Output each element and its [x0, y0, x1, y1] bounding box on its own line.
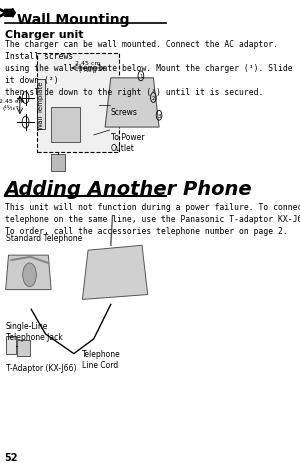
Text: This unit will not function during a power failure. To connect a standard
teleph: This unit will not function during a pow…: [4, 202, 300, 235]
FancyArrow shape: [4, 9, 15, 18]
Polygon shape: [105, 79, 159, 128]
Bar: [6, 336, 16, 354]
Text: T-Adaptor (KX-J66): T-Adaptor (KX-J66): [6, 364, 76, 373]
Text: Screws: Screws: [111, 108, 138, 117]
Text: 2.45 cm
(¹⁵⁄₁₆"): 2.45 cm (¹⁵⁄₁₆"): [75, 61, 101, 73]
Circle shape: [23, 263, 36, 287]
Text: Standard Telephone: Standard Telephone: [6, 234, 82, 243]
Bar: [17, 340, 29, 356]
Polygon shape: [6, 256, 51, 290]
Polygon shape: [82, 246, 148, 300]
Text: 2: 2: [152, 96, 155, 101]
Text: Single-Line
Telephone Jack: Single-Line Telephone Jack: [6, 321, 62, 342]
Bar: [51, 108, 80, 143]
Text: 3: 3: [157, 113, 161, 119]
Text: Telephone
Line Cord: Telephone Line Cord: [82, 349, 121, 369]
Text: Adding Another Phone: Adding Another Phone: [4, 180, 252, 199]
Bar: [51, 154, 65, 172]
Text: Wall Mounting: Wall Mounting: [17, 13, 130, 27]
Text: Charger unit: Charger unit: [4, 30, 83, 39]
Text: To Power
Outlet: To Power Outlet: [111, 133, 144, 153]
Text: The charger can be wall mounted. Connect the AC adaptor. Install screws
using th: The charger can be wall mounted. Connect…: [4, 40, 292, 96]
Text: 1: 1: [139, 74, 142, 79]
Bar: [37, 54, 119, 152]
Text: Wall Template: Wall Template: [38, 81, 44, 129]
Text: 52: 52: [4, 452, 18, 462]
Text: 2.45 cm
(¹⁵⁄₁₆"): 2.45 cm (¹⁵⁄₁₆"): [0, 99, 24, 111]
